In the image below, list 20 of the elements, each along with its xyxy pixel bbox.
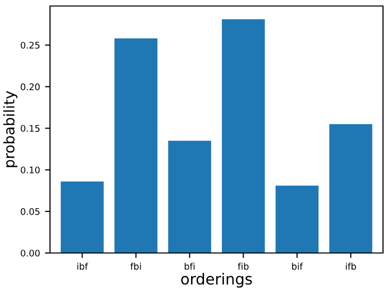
x-tick-label: fbi xyxy=(130,262,141,270)
x-axis-title: orderings xyxy=(181,272,252,288)
bar xyxy=(276,186,319,253)
x-tick-label: bfi xyxy=(184,262,195,270)
y-tick-label: 0.20 xyxy=(20,83,40,90)
bar xyxy=(222,19,265,253)
x-tick-label: ifb xyxy=(346,262,356,270)
bar xyxy=(60,181,104,253)
y-tick-label: 0.05 xyxy=(20,208,40,215)
y-tick-label: 0.00 xyxy=(20,250,40,257)
y-tick-label: 0.15 xyxy=(20,124,40,132)
y-tick-label: 0.10 xyxy=(20,166,40,174)
x-tick-label: fib xyxy=(238,262,249,270)
bar xyxy=(329,124,372,253)
bar xyxy=(168,140,212,253)
y-tick-label: 0.25 xyxy=(20,42,40,49)
y-axis-title: probability xyxy=(3,91,18,168)
x-tick-label: bif xyxy=(292,262,303,270)
x-tick-label: ibf xyxy=(77,262,88,270)
bar xyxy=(114,38,158,253)
